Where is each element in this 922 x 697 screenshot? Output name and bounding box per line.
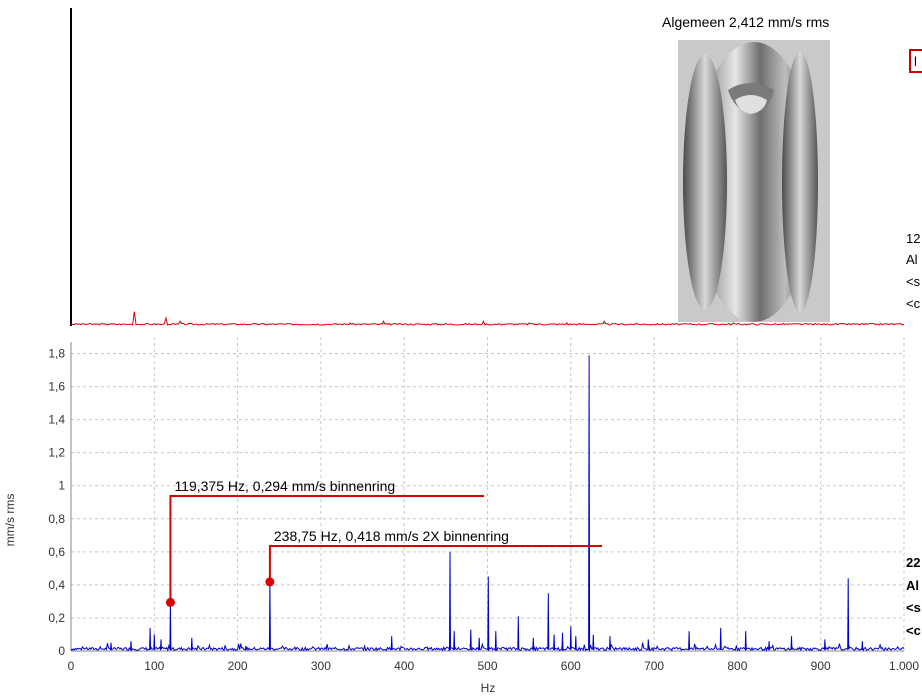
y-tick-label: 0 [58,644,65,658]
x-axis-label: Hz [481,681,496,695]
x-tick-label: 300 [311,659,331,673]
y-tick-label: 0,2 [48,611,65,625]
marker-label: 119,375 Hz, 0,294 mm/s binnenring [174,478,395,494]
side-panel-bottom-line1: 22 [906,555,920,570]
x-tick-labels: 0 100 200 300 400 500 600 700 800 900 1.000 [68,659,920,673]
side-panel-top-line3: <s [906,274,921,289]
bearing-inner-ring-photo [678,40,830,322]
marker-leader-line [169,495,484,603]
side-panel-top-line4: <c [906,296,921,311]
peak-annotations: 119,375 Hz, 0,294 mm/s binnenring 238,75 … [165,478,602,607]
x-tick-label: 800 [727,659,747,673]
y-tick-label: 1,8 [48,347,65,361]
x-tick-label: 900 [811,659,831,673]
overall-level-label: Algemeen 2,412 mm/s rms [662,14,829,30]
x-tick-label: 100 [144,659,164,673]
y-tick-label: 1 [58,479,65,493]
marker-point [265,577,275,587]
y-tick-label: 0,6 [48,545,65,559]
side-panel-top-line2: Al [906,252,918,267]
x-tick-label: 1.000 [889,659,919,673]
legend-box [909,49,922,73]
marker-point [165,597,175,607]
side-panel-bottom-line3: <s [906,600,921,615]
y-tick-label: 1,2 [48,446,65,460]
y-axis-label: mm/s rms [3,494,17,547]
x-tick-label: 0 [68,659,75,673]
x-tick-label: 600 [561,659,581,673]
upper-spectrum-line [70,311,905,326]
y-tick-label: 1,6 [48,380,65,394]
x-tick-label: 700 [644,659,664,673]
x-tick-label: 400 [394,659,414,673]
x-tick-label: 200 [228,659,248,673]
legend-box-text: l [914,54,917,69]
y-tick-label: 0,8 [48,512,65,526]
side-panel-bottom-line4: <c [906,623,921,638]
y-tick-labels: 0 0,2 0,4 0,6 0,8 1 1,2 1,4 1,6 1,8 [48,347,65,658]
lower-chart-grid [71,337,905,651]
x-tick-label: 500 [477,659,497,673]
side-panel-top-line1: 12 [906,231,920,246]
side-panel-bottom-line2: Al [906,578,919,593]
y-tick-label: 0,4 [48,578,65,592]
y-tick-label: 1,4 [48,413,65,427]
lower-spectrum-line [70,355,905,652]
marker-label: 238,75 Hz, 0,418 mm/s 2X binnenring [274,528,509,544]
marker-leader-line [268,545,602,582]
